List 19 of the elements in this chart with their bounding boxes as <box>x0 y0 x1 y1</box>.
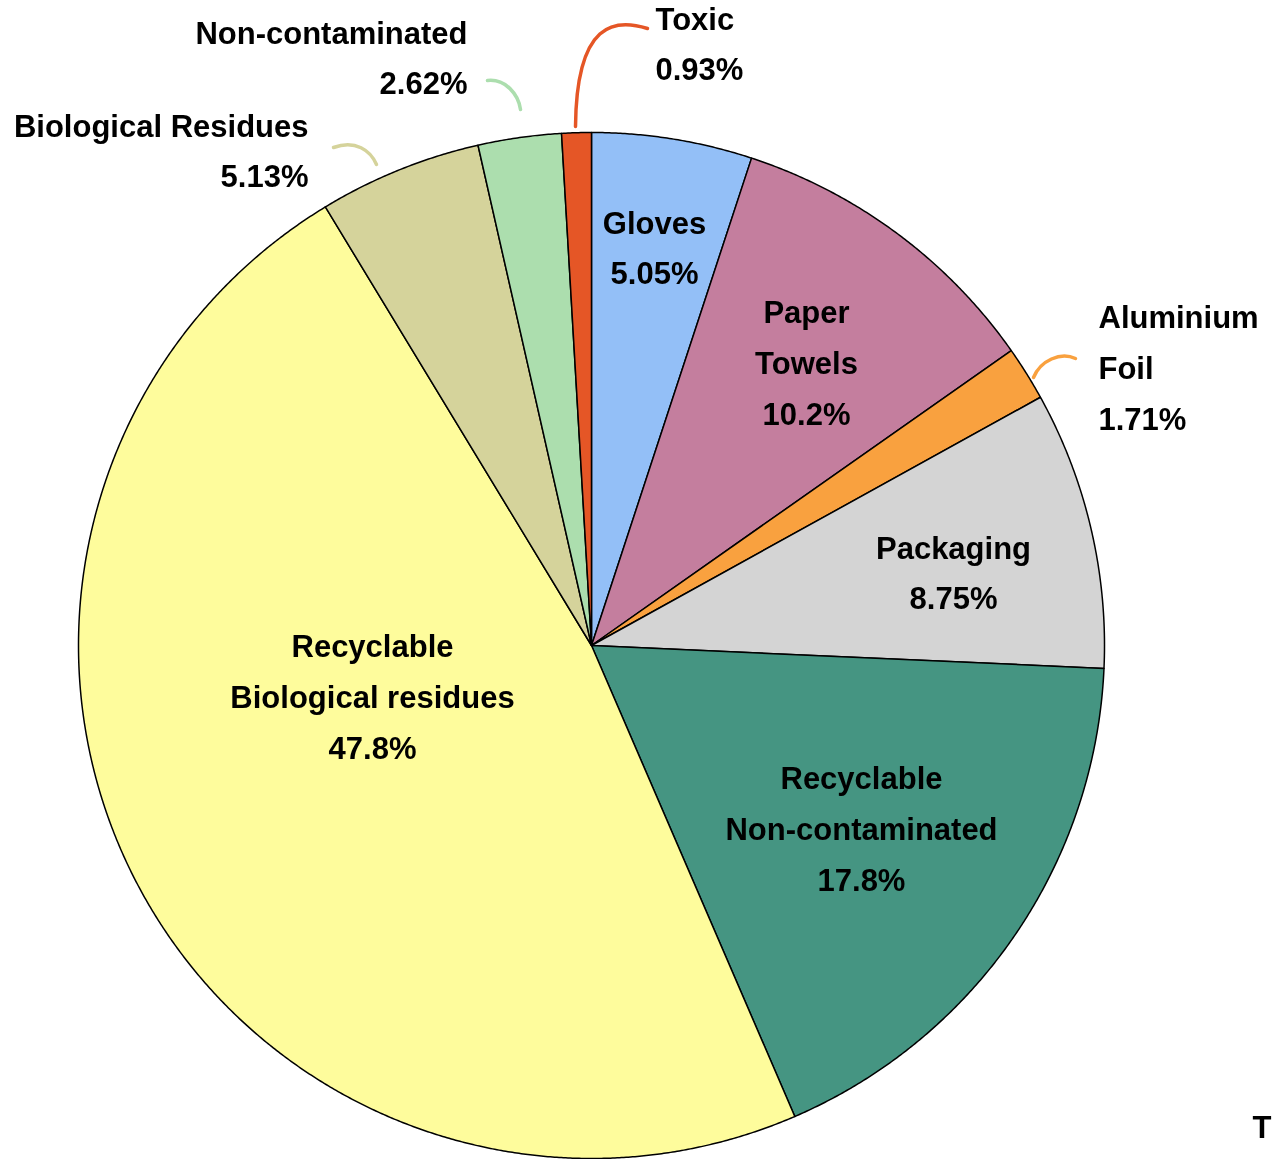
data-label: 5.05% <box>610 256 699 292</box>
slice-label: Aluminium Foil <box>1098 300 1259 386</box>
slice-label: Recyclable Non-contaminated <box>725 761 998 847</box>
data-label: 1.71% <box>1098 401 1187 437</box>
slice-label: Recyclable Biological residues <box>230 629 515 715</box>
slice-label: Biological Residues <box>13 108 309 144</box>
data-label: 8.75% <box>909 581 998 617</box>
slice-label: Toxic <box>655 1 735 37</box>
data-label: 17.8% <box>817 862 906 898</box>
data-label: 2.62% <box>379 66 468 102</box>
data-label: 0.93% <box>655 52 744 88</box>
data-label: 10.2% <box>762 396 851 432</box>
text: T <box>1252 1110 1272 1145</box>
slice-label: Non-contaminated <box>195 15 468 51</box>
data-label: 5.13% <box>220 159 309 195</box>
data-label: 47.8% <box>328 730 417 766</box>
slice-label: Packaging <box>875 530 1032 566</box>
slice-label: Paper Towels <box>755 295 858 381</box>
slice-label: Gloves <box>602 205 707 241</box>
